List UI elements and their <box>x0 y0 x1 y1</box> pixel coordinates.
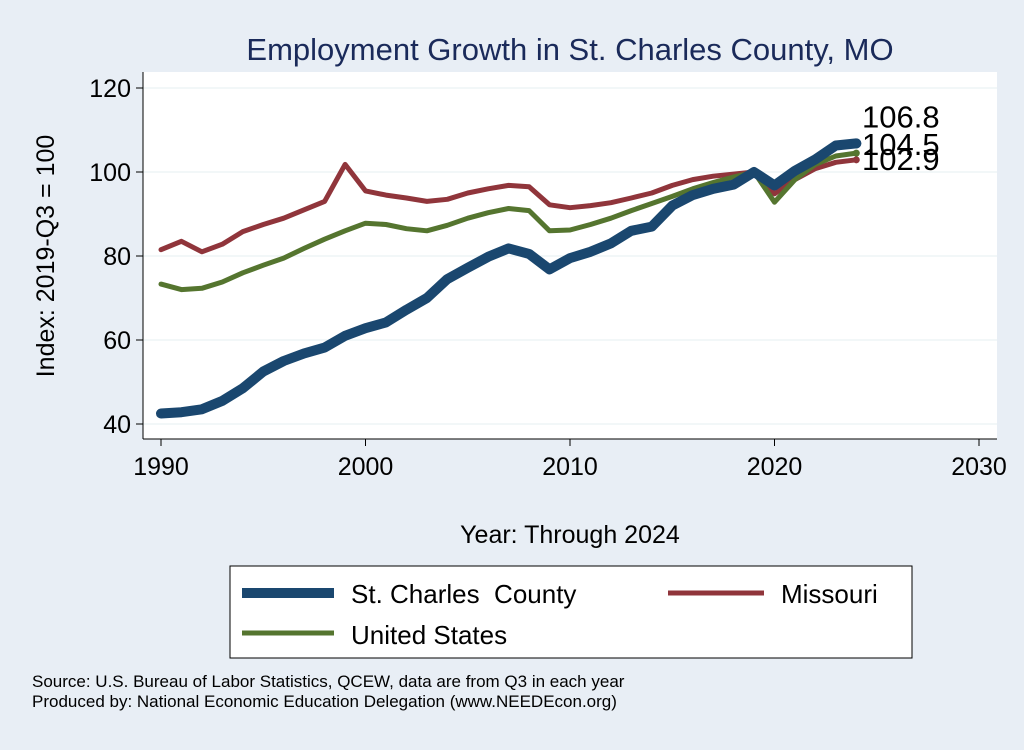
y-tick-label: 120 <box>89 75 131 103</box>
series-endpoint-missouri <box>852 156 860 164</box>
series-endpoint-united-states <box>852 149 860 157</box>
legend: St. Charles County Missouri United State… <box>229 565 913 659</box>
x-tick-label: 2000 <box>338 453 394 481</box>
source-line-1: Source: U.S. Bureau of Labor Statistics,… <box>32 672 625 691</box>
legend-box <box>229 565 913 659</box>
y-tick-label: 60 <box>103 327 131 355</box>
legend-label-st-charles: St. Charles County <box>351 579 576 609</box>
ticks: 40 60 80 100 120 1990 2000 2010 2020 2030 <box>89 75 1007 481</box>
y-axis-label: Index: 2019-Q3 = 100 <box>32 135 60 378</box>
end-label-value: 106.8 <box>862 99 940 134</box>
x-tick-label: 2020 <box>747 453 803 481</box>
legend-label-missouri: Missouri <box>781 579 878 609</box>
end-label-value: 102.9 <box>862 142 940 177</box>
y-tick-label: 80 <box>103 243 131 271</box>
y-tick-label: 40 <box>103 411 131 439</box>
y-tick-label: 100 <box>89 159 131 187</box>
source-line-2: Produced by: National Economic Education… <box>32 692 617 711</box>
legend-label-united-states: United States <box>351 620 507 650</box>
series-endpoint-st-charles-county <box>851 138 862 149</box>
chart-title: Employment Growth in St. Charles County,… <box>246 32 893 67</box>
x-tick-label: 2010 <box>542 453 598 481</box>
end-label-value: 104.5 <box>862 127 940 162</box>
x-tick-label: 1990 <box>133 453 189 481</box>
x-tick-label: 2030 <box>951 453 1007 481</box>
series-line-st-charles-county <box>156 138 862 419</box>
series-lines <box>156 138 862 419</box>
x-axis-label: Year: Through 2024 <box>460 521 680 549</box>
